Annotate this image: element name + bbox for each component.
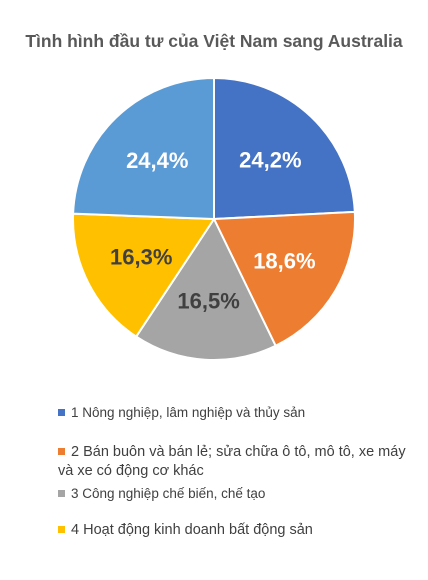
slice-label-4: 16,3% [110,244,172,269]
legend-label-1: 1 Nông nghiệp, lâm nghiệp và thủy sản [71,405,306,420]
chart-title: Tình hình đầu tư của Việt Nam sang Austr… [25,31,403,51]
legend-swatch-1 [58,409,65,416]
slice-label-1: 24,2% [239,148,301,173]
slice-label-2: 18,6% [253,249,315,274]
legend-swatch-3 [58,490,65,497]
legend-label-4: 4 Hoạt động kinh doanh bất động sản [71,522,313,538]
legend-swatch-2 [58,448,65,455]
pie-slice-5 [72,76,215,221]
legend-item-4: 4 Hoạt động kinh doanh bất động sản [58,521,418,540]
pie-slice-3 [134,216,277,361]
pie-slice-4 [72,212,216,338]
slice-label-3: 16,5% [177,289,239,314]
slice-label-5: 24,4% [126,148,188,173]
legend-item-3: 3 Công nghiệp chế biến, chế tạo [58,484,418,503]
legend-item-1: 1 Nông nghiệp, lâm nghiệp và thủy sản [58,403,418,422]
pie-slice-2 [212,210,356,348]
legend-item-2: 2 Bán buôn và bán lẻ; sửa chữa ô tô, mô … [58,443,418,481]
legend-label-2: 2 Bán buôn và bán lẻ; sửa chữa ô tô, mô … [58,444,406,479]
legend-swatch-4 [58,526,65,533]
legend-label-3: 3 Công nghiệp chế biến, chế tạo [71,486,266,501]
pie-slice-1 [213,76,356,221]
